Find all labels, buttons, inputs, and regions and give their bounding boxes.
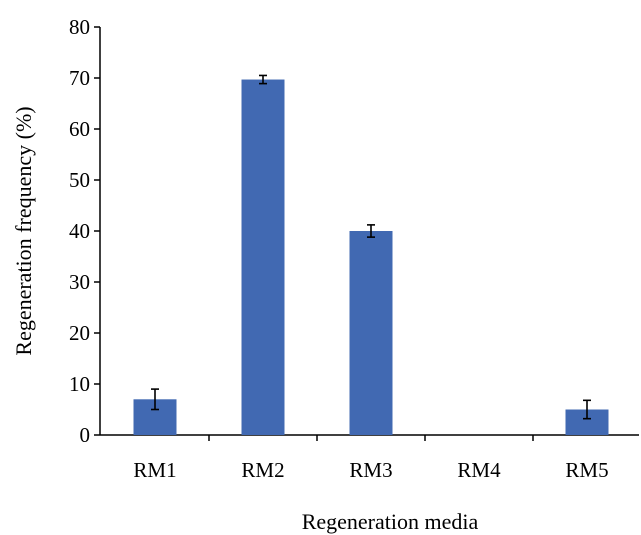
x-tick-label-rm5: RM5 bbox=[565, 458, 608, 482]
y-tick-label: 10 bbox=[69, 372, 90, 396]
y-axis-title: Regeneration frequency (%) bbox=[11, 106, 36, 355]
x-tick-label-rm2: RM2 bbox=[241, 458, 284, 482]
y-tick-label: 70 bbox=[69, 66, 90, 90]
x-axis-title: Regeneration media bbox=[302, 509, 479, 534]
x-tick-label-rm4: RM4 bbox=[457, 458, 501, 482]
y-tick-label: 30 bbox=[69, 270, 90, 294]
bar-rm2 bbox=[241, 79, 285, 435]
y-tick-label: 80 bbox=[69, 15, 90, 39]
y-tick-label: 50 bbox=[69, 168, 90, 192]
y-tick-label: 0 bbox=[80, 423, 91, 447]
y-tick-label: 40 bbox=[69, 219, 90, 243]
y-tick-label: 20 bbox=[69, 321, 90, 345]
plot-area: 0 10 20 30 40 50 60 70 80 RM1 RM2 RM3 RM4 RM5 bbox=[69, 15, 639, 482]
y-tick-label: 60 bbox=[69, 117, 90, 141]
x-tick-label-rm1: RM1 bbox=[133, 458, 176, 482]
bar-rm3 bbox=[349, 231, 393, 435]
x-tick-label-rm3: RM3 bbox=[349, 458, 392, 482]
